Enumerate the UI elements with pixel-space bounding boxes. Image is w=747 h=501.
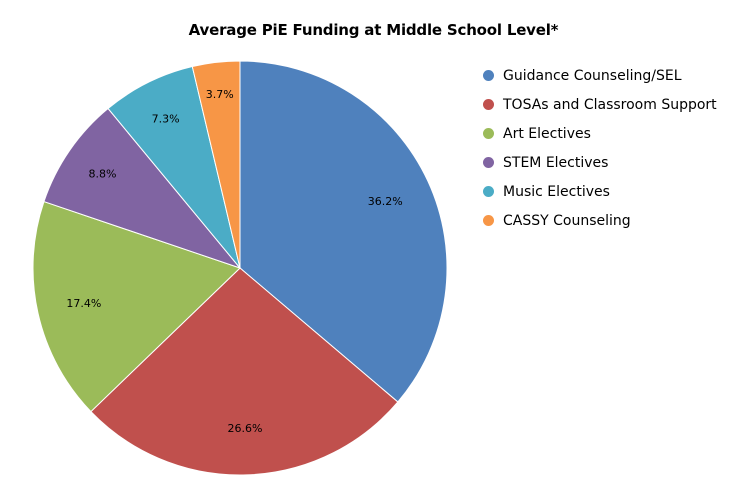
pie-slice-art-electives	[32, 200, 241, 413]
legend-label: Guidance Counseling/SEL	[503, 67, 682, 84]
legend-label: Music Electives	[503, 183, 610, 200]
legend-swatch	[483, 70, 494, 81]
legend-label: STEM Electives	[503, 154, 609, 171]
pie-slice-labels: 36.2% 26.6% 17.4% 8.8% 7.3% 3.7%	[66, 88, 402, 435]
legend-swatch	[483, 157, 494, 168]
legend-swatch	[483, 186, 494, 197]
legend-item-music-electives: Music Electives	[483, 177, 717, 206]
pie-slice-cassy-counseling	[191, 60, 241, 269]
legend-item-stem-electives: STEM Electives	[483, 148, 717, 177]
slice-label-tosas-and-classroom-support: 26.6%	[228, 422, 263, 435]
legend-item-tosas-and-classroom-support: TOSAs and Classroom Support	[483, 90, 717, 119]
legend-label: CASSY Counseling	[503, 212, 631, 229]
pie-slices	[32, 60, 448, 476]
legend-swatch	[483, 128, 494, 139]
legend-swatch	[483, 99, 494, 110]
slice-label-cassy-counseling: 3.7%	[206, 88, 234, 101]
legend: Guidance Counseling/SEL TOSAs and Classro…	[483, 61, 717, 235]
legend-item-cassy-counseling: CASSY Counseling	[483, 206, 717, 235]
legend-label: TOSAs and Classroom Support	[503, 96, 717, 113]
pie-slice-guidance-counseling-sel	[239, 60, 448, 403]
pie-slice-stem-electives	[43, 107, 242, 270]
legend-item-art-electives: Art Electives	[483, 119, 717, 148]
legend-label: Art Electives	[503, 125, 591, 142]
slice-label-guidance-counseling-sel: 36.2%	[368, 195, 403, 208]
legend-item-guidance-counseling-sel: Guidance Counseling/SEL	[483, 61, 717, 90]
slice-label-music-electives: 7.3%	[152, 113, 180, 126]
slice-label-stem-electives: 8.8%	[89, 167, 117, 180]
pie-slice-tosas-and-classroom-support	[90, 267, 399, 476]
slice-label-art-electives: 17.4%	[66, 297, 101, 310]
chart-title: Average PiE Funding at Middle School Lev…	[188, 21, 559, 39]
legend-swatch	[483, 215, 494, 226]
